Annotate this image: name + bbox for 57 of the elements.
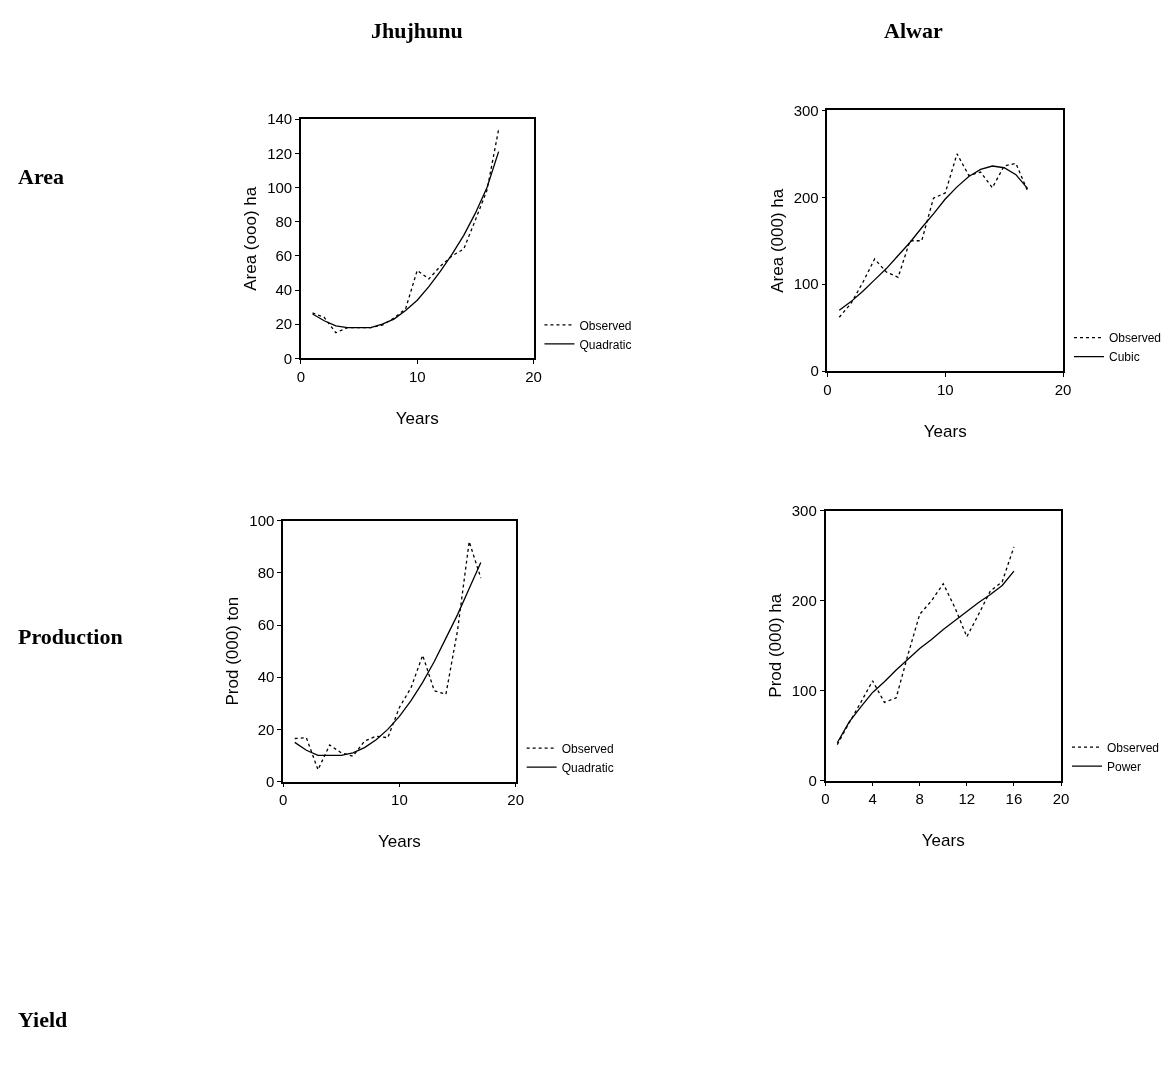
y-tick-label: 300 [791, 502, 817, 520]
y-axis-title: Area (ooo) ha [241, 186, 261, 291]
x-tick-label: 10 [408, 368, 426, 386]
x-tick-label: 20 [525, 368, 542, 386]
y-tick-label: 100 [249, 511, 275, 529]
x-tick-label: 10 [391, 791, 408, 809]
legend-label: Observed [1107, 740, 1160, 755]
legend-label: Observed [579, 318, 632, 333]
x-tick-label: 12 [958, 790, 976, 808]
x-axis-title: Years [923, 421, 967, 441]
chart-title: Alwar [884, 18, 943, 43]
y-tick-label: 0 [808, 771, 817, 789]
x-tick-label: 20 [1054, 380, 1072, 398]
x-tick-label: 20 [1052, 790, 1070, 808]
y-axis-title: Area (000) ha [767, 188, 787, 293]
y-tick-label: 20 [275, 315, 293, 333]
y-tick-label: 60 [275, 247, 293, 265]
y-tick-label: 140 [267, 110, 293, 128]
legend-label: Power [1107, 759, 1142, 774]
y-tick-label: 0 [283, 349, 293, 367]
legend-label: Observed [1108, 331, 1162, 346]
y-tick-label: 0 [266, 772, 275, 790]
y-tick-label: 60 [257, 616, 275, 634]
y-tick-label: 200 [791, 592, 817, 610]
y-tick-label: 80 [257, 564, 275, 582]
x-axis-title: Years [395, 409, 439, 429]
text: Yield [18, 1007, 68, 1032]
y-tick-label: 300 [793, 101, 819, 119]
legend-label: Quadratic [579, 337, 632, 352]
x-axis-title: Years [377, 832, 421, 852]
x-tick-label: 0 [823, 380, 832, 398]
x-tick-label: 20 [507, 791, 525, 809]
y-tick-label: 120 [267, 144, 293, 162]
x-tick-label: 10 [936, 380, 954, 398]
text: Area [18, 164, 65, 189]
x-tick-label: 16 [1005, 790, 1023, 808]
y-axis-title: Prod (000) ton [223, 596, 243, 706]
y-tick-label: 100 [791, 681, 817, 699]
y-tick-label: 100 [267, 178, 293, 196]
x-tick-label: 8 [915, 790, 924, 808]
legend-label: Observed [561, 741, 614, 756]
chart-title: Jhujhunu [371, 18, 463, 43]
x-tick-label: 0 [821, 790, 830, 808]
y-tick-label: 100 [793, 275, 819, 293]
y-tick-label: 80 [275, 212, 293, 230]
y-tick-label: 200 [793, 188, 819, 206]
x-axis-title: Years [921, 831, 965, 851]
line-series [294, 540, 482, 771]
y-tick-label: 40 [257, 668, 275, 686]
x-tick-label: 4 [868, 790, 877, 808]
x-tick-label: 0 [296, 368, 306, 386]
text: Production [18, 624, 123, 649]
legend-label: Quadratic [561, 760, 614, 775]
legend-label: Cubic [1108, 350, 1140, 365]
y-tick-label: 20 [257, 720, 275, 738]
y-tick-label: 40 [275, 281, 293, 299]
y-axis-title: Prod (000) ha [765, 593, 785, 698]
